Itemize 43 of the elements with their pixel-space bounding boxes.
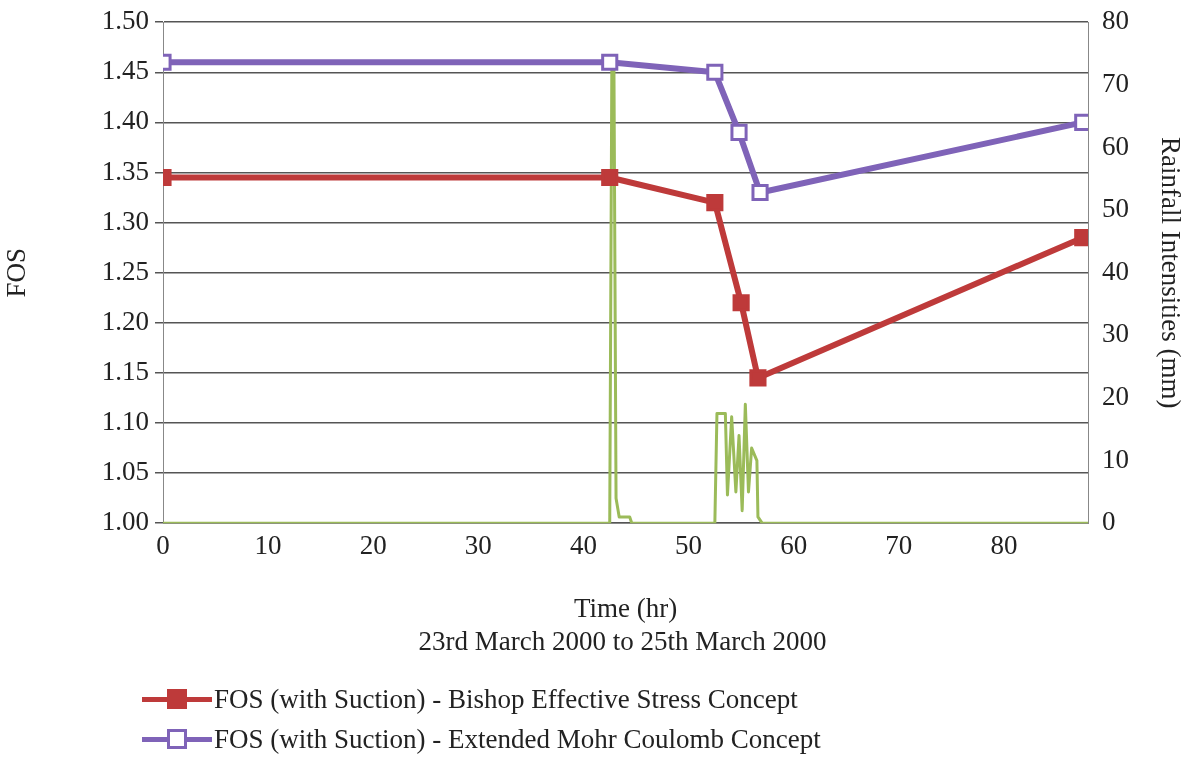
y2-tick-label: 10 (1102, 443, 1129, 474)
y-tick-label: 1.00 (101, 506, 149, 537)
x-tick-label: 60 (780, 530, 808, 561)
y-tick-label: 1.40 (101, 105, 149, 136)
y2-tick-label: 20 (1102, 381, 1129, 412)
point (730, 123, 748, 141)
y2-tick-label: 40 (1102, 255, 1129, 286)
y-tick-label: 1.35 (101, 155, 149, 186)
y-tick-label: 1.10 (101, 406, 149, 437)
y2-tick-label: 30 (1102, 318, 1129, 349)
y2-tick-label: 80 (1102, 5, 1129, 36)
x-tick-label: 50 (675, 530, 703, 561)
y-tick-label: 1.15 (101, 355, 149, 386)
point (706, 63, 724, 81)
point (732, 294, 750, 312)
x-tick-label: 20 (359, 530, 387, 561)
point (751, 183, 769, 202)
x-tick-label: 40 (569, 530, 597, 561)
x-tick-label: 30 (464, 530, 492, 561)
y2-tick-label: 0 (1102, 506, 1116, 537)
y2-tick-label: 70 (1102, 67, 1129, 98)
point (706, 193, 724, 212)
x-tick-label: 70 (885, 530, 913, 561)
point (601, 168, 619, 187)
x-tick-label: 0 (156, 530, 170, 561)
y-tick-label: 1.50 (101, 5, 149, 36)
legend-label: FOS (with Suction) - Extended Mohr Coulomb Concept (214, 723, 821, 755)
x-axis-title: Time (hr) (573, 592, 678, 623)
legend-label: FOS (with Suction) - Bishop Effective Stress Concept (214, 683, 798, 715)
y-tick-label: 1.45 (101, 55, 149, 86)
text: 23rd March 2000 to 25th March 2000 (417, 626, 828, 657)
y-tick-label: 1.30 (101, 205, 149, 236)
y2-tick-label: 60 (1102, 130, 1129, 161)
point (749, 369, 767, 387)
y-tick-label: 1.20 (101, 305, 149, 336)
x-tick-label: 10 (254, 530, 282, 561)
y-axis-title: FOS (1, 247, 32, 298)
y2-axis-title: Rainfall Intensities (mm) (1155, 136, 1185, 409)
y2-tick-label: 50 (1102, 193, 1129, 224)
x-tick-label: 80 (990, 530, 1018, 561)
y-tick-label: 1.05 (101, 456, 149, 487)
y-tick-label: 1.25 (101, 255, 149, 286)
point (601, 53, 619, 71)
